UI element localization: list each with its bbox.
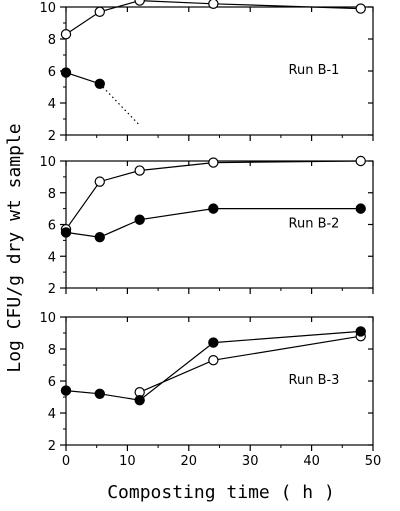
open-data-point — [94, 6, 105, 18]
y-tick-label: 8 — [48, 187, 56, 202]
y-tick-label: 8 — [48, 33, 56, 48]
open-data-point — [208, 355, 219, 366]
filled-data-point — [94, 231, 105, 243]
dotted-extrapolation-line — [99, 83, 141, 126]
run-annotation: Run B-1 — [289, 63, 340, 78]
filled-data-point — [94, 388, 105, 399]
y-tick-label: 4 — [48, 407, 56, 422]
open-data-point — [134, 0, 145, 6]
open-data-point — [94, 176, 105, 187]
y-tick-label: 4 — [48, 97, 56, 112]
chart-panel-2: 2 4 6 8 10 Run B-2 — [39, 155, 374, 297]
x-tick-label: 10 — [119, 454, 136, 469]
y-axis-label: Log CFU/g dry wt sample — [4, 123, 25, 372]
y-tick-label: 2 — [48, 129, 56, 144]
x-tick-label: 20 — [181, 454, 198, 469]
filled-data-point — [208, 337, 219, 348]
filled-data-point — [94, 78, 105, 90]
open-data-point — [355, 155, 366, 167]
filled-data-point — [60, 385, 72, 396]
x-tick-label: 40 — [303, 454, 320, 469]
x-tick-label: 50 — [365, 454, 382, 469]
x-tick-label: 0 — [62, 454, 70, 469]
chart-panel-1: 2 4 6 8 10 Run B-1 — [39, 0, 374, 144]
filled-data-point — [134, 395, 145, 406]
open-data-point — [60, 29, 72, 40]
filled-data-point — [208, 203, 219, 214]
y-tick-label: 10 — [39, 155, 56, 170]
y-tick-label: 4 — [48, 250, 56, 265]
y-tick-label: 10 — [39, 311, 56, 326]
filled-data-point — [60, 227, 72, 238]
y-tick-label: 6 — [48, 375, 56, 390]
run-annotation: Run B-3 — [289, 373, 340, 388]
filled-data-point — [60, 67, 72, 78]
y-tick-label: 6 — [48, 219, 56, 234]
y-tick-label: 2 — [48, 282, 56, 297]
x-axis-label: Composting time ( h ) — [107, 482, 335, 503]
filled-data-point — [355, 326, 366, 337]
x-tick-label: 30 — [242, 454, 259, 469]
open-data-point — [134, 165, 145, 176]
chart-panel-3: 2 4 6 8 10 0 10 20 30 40 50 Run B-3 — [39, 311, 381, 469]
y-tick-label: 2 — [48, 439, 56, 454]
open-data-point — [208, 157, 219, 168]
filled-data-point — [355, 203, 366, 214]
y-tick-label: 6 — [48, 65, 56, 80]
filled-data-point — [134, 214, 145, 225]
series-line-filled — [65, 72, 100, 85]
open-data-point — [208, 0, 219, 9]
run-annotation: Run B-2 — [289, 217, 340, 232]
open-data-point — [355, 3, 366, 14]
y-tick-label: 8 — [48, 343, 56, 358]
y-tick-label: 10 — [39, 1, 56, 16]
